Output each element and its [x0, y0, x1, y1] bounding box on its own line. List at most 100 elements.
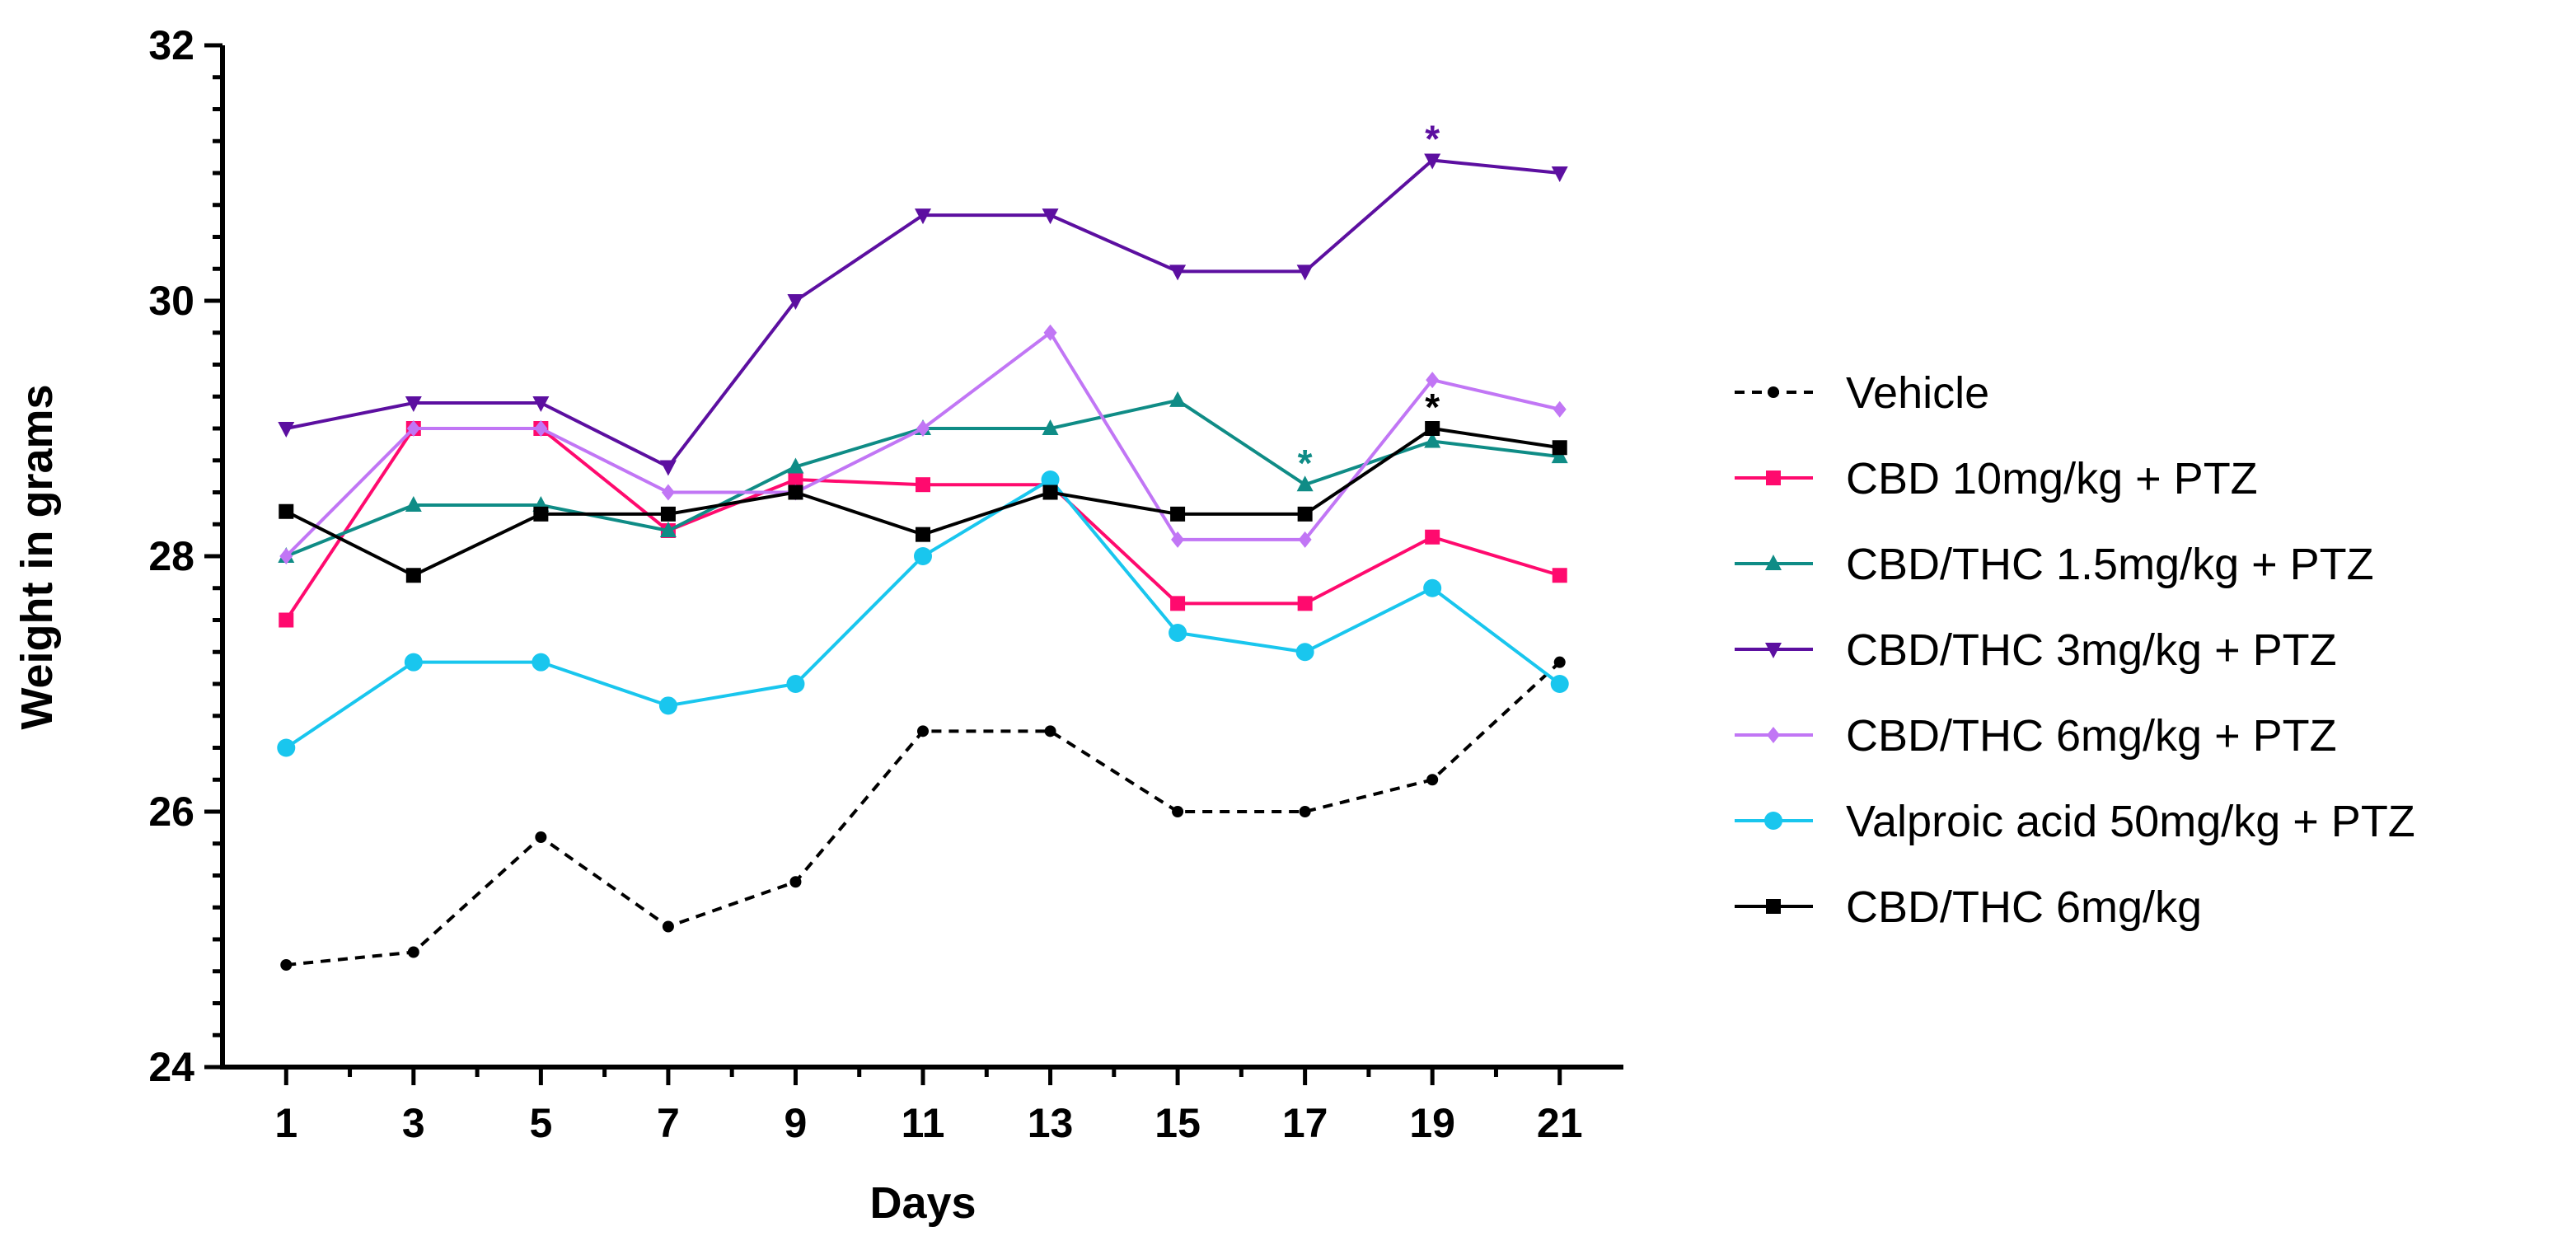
legend-marker — [1768, 386, 1779, 398]
plot-area: * * * — [277, 118, 1569, 971]
legend-entry: CBD 10mg/kg + PTZ — [1735, 454, 2258, 503]
data-point — [786, 675, 805, 693]
data-point — [914, 547, 932, 565]
series-7 — [279, 421, 1567, 583]
x-tick-label: 1 — [274, 1100, 297, 1146]
x-tick-label: 15 — [1155, 1100, 1201, 1146]
data-point — [1296, 265, 1314, 281]
data-point — [1424, 153, 1441, 170]
data-point — [1423, 578, 1442, 597]
data-point — [532, 396, 550, 412]
data-point — [404, 653, 423, 672]
y-tick-label: 32 — [148, 22, 194, 68]
x-tick-label: 17 — [1282, 1100, 1328, 1146]
x-axis-title: Days — [869, 1178, 976, 1228]
data-point — [1551, 447, 1568, 464]
y-tick-label: 24 — [148, 1044, 194, 1090]
data-point — [661, 484, 675, 501]
data-point — [1042, 208, 1059, 225]
data-point — [407, 946, 419, 958]
data-point — [1553, 656, 1566, 668]
data-point — [277, 738, 296, 757]
data-point — [1296, 475, 1314, 492]
data-point — [535, 831, 547, 843]
x-tick-label: 9 — [785, 1100, 808, 1146]
data-point — [1042, 485, 1058, 500]
series-line — [284, 330, 1561, 558]
y-tick-label: 30 — [148, 278, 194, 324]
data-point — [917, 725, 929, 737]
x-tick-label: 3 — [402, 1100, 425, 1146]
legend-marker — [1765, 643, 1782, 658]
data-point — [1044, 725, 1056, 737]
data-point — [1299, 806, 1311, 817]
data-point — [1042, 419, 1059, 435]
data-point — [1426, 774, 1439, 786]
data-point — [1552, 568, 1567, 583]
data-point — [1169, 624, 1187, 642]
data-point — [405, 568, 421, 583]
data-point — [1297, 506, 1313, 522]
data-point — [1169, 391, 1187, 407]
legend-label: CBD/THC 6mg/kg + PTZ — [1846, 711, 2337, 761]
significance-marker: * — [1425, 386, 1440, 428]
data-point — [278, 422, 295, 438]
data-point — [1295, 643, 1314, 662]
y-axis-title: Weight in grams — [12, 384, 62, 729]
data-point — [788, 472, 803, 487]
data-point — [279, 503, 294, 519]
legend-entry: CBD/THC 3mg/kg + PTZ — [1735, 625, 2337, 675]
data-point — [1170, 596, 1186, 611]
data-point — [279, 612, 294, 628]
x-tick-label: 21 — [1537, 1100, 1583, 1146]
x-tick-label: 7 — [657, 1100, 680, 1146]
data-point — [406, 420, 420, 437]
legend-marker — [1766, 899, 1781, 914]
data-point — [1169, 265, 1187, 281]
legend-label: CBD/THC 6mg/kg — [1846, 882, 2202, 932]
legend-marker — [1767, 727, 1780, 743]
data-point — [660, 506, 676, 522]
data-point — [916, 527, 930, 542]
data-point — [1297, 596, 1313, 611]
data-point — [788, 485, 803, 500]
data-point — [659, 460, 677, 476]
data-point — [533, 506, 549, 522]
legend-entry: CBD/THC 1.5mg/kg + PTZ — [1735, 540, 2374, 589]
legend-marker — [1764, 812, 1782, 830]
legend-label: CBD/THC 1.5mg/kg + PTZ — [1846, 540, 2374, 589]
legend-entry: CBD/THC 6mg/kg + PTZ — [1735, 711, 2337, 761]
data-point — [1425, 421, 1440, 436]
data-point — [1298, 531, 1312, 548]
data-point — [1041, 471, 1060, 489]
legend-entry: Vehicle — [1735, 368, 1989, 418]
data-point — [1426, 372, 1440, 389]
data-point — [1043, 324, 1057, 341]
x-tick-label: 5 — [529, 1100, 552, 1146]
data-point — [405, 396, 422, 412]
data-point — [787, 457, 804, 474]
data-point — [787, 294, 804, 310]
significance-marker: * — [1298, 442, 1313, 485]
series-1 — [280, 656, 1566, 971]
legend-label: CBD 10mg/kg + PTZ — [1846, 454, 2258, 503]
x-tick-label: 11 — [902, 1100, 945, 1146]
series-line — [286, 661, 1562, 967]
data-point — [789, 876, 802, 888]
data-point — [1550, 675, 1569, 693]
data-point — [405, 496, 422, 512]
data-point — [916, 420, 930, 437]
data-point — [915, 208, 931, 225]
data-point — [916, 477, 930, 493]
y-tick-label: 28 — [148, 533, 194, 579]
data-point — [662, 920, 674, 933]
legend-marker — [1765, 555, 1782, 570]
data-point — [1553, 400, 1567, 418]
data-point — [1425, 529, 1440, 545]
x-tick-label: 13 — [1028, 1100, 1074, 1146]
data-point — [279, 548, 293, 564]
data-point — [1551, 166, 1568, 182]
data-point — [1170, 506, 1186, 522]
